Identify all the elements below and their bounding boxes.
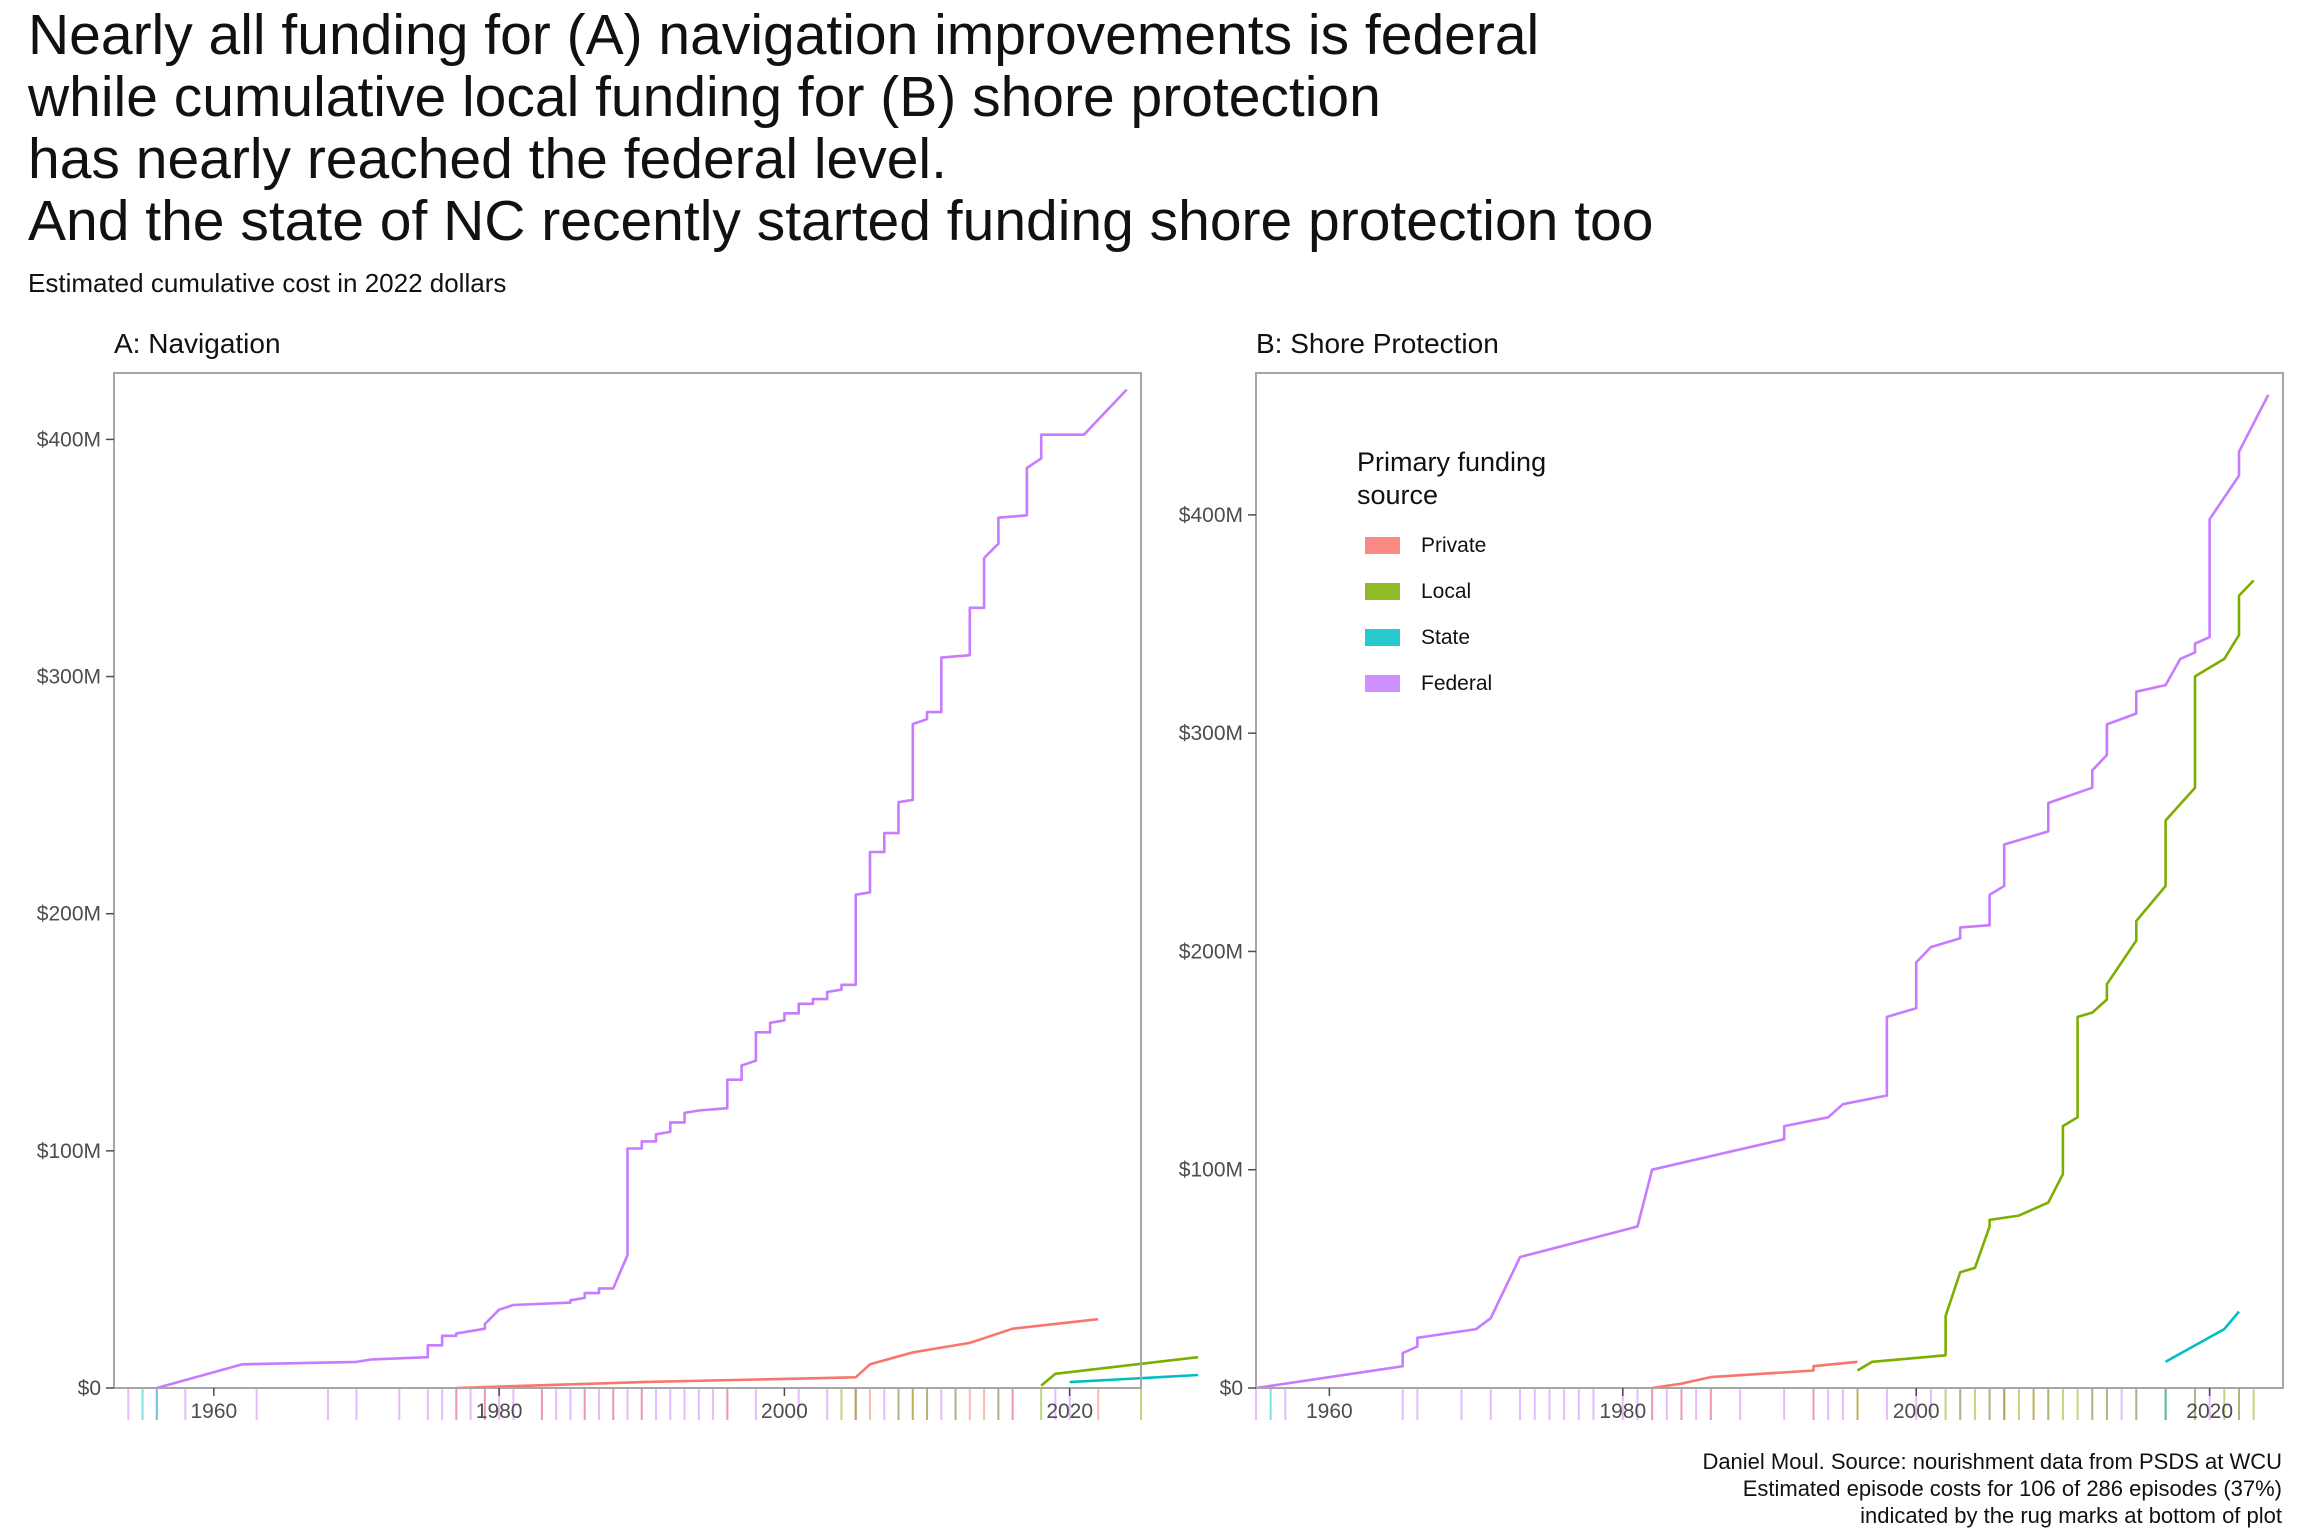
x-tick-label: 2000 <box>1893 1400 1940 1423</box>
y-tick-label: $400M <box>1179 504 1243 527</box>
legend-label: State <box>1421 626 1470 649</box>
caption-line: Daniel Moul. Source: nourishment data fr… <box>1702 1449 2282 1474</box>
series-line-federal <box>1255 394 2270 1390</box>
chart-caption: Daniel Moul. Source: nourishment data fr… <box>1702 1448 2282 1529</box>
rug-marks <box>127 1388 1142 1420</box>
title-line: while cumulative local funding for (B) s… <box>28 65 1381 129</box>
legend-key <box>1365 583 1400 600</box>
series-line-local <box>1856 579 2255 1372</box>
title-line: And the state of NC recently started fun… <box>28 189 1654 253</box>
series-line-state <box>1069 1373 1199 1384</box>
caption-line: Estimated episode costs for 106 of 286 e… <box>1742 1476 2282 1501</box>
y-tick-label: $300M <box>1179 722 1243 745</box>
series-line-private <box>1651 1360 1858 1390</box>
x-tick-label: 1980 <box>1599 1400 1646 1423</box>
legend-key <box>1365 675 1400 692</box>
y-tick-label: $200M <box>1179 940 1243 963</box>
chart-title: Nearly all funding for (A) navigation im… <box>28 4 2228 252</box>
x-tick-label: 1980 <box>476 1400 523 1423</box>
y-tick-label: $100M <box>1179 1159 1243 1182</box>
x-tick-label: 2020 <box>2186 1400 2233 1423</box>
legend-title: Primary funding <box>1357 447 1546 477</box>
legend-title: source <box>1357 480 1438 510</box>
x-tick-label: 2000 <box>761 1400 808 1423</box>
series-line-local <box>1040 1355 1199 1387</box>
y-tick-label: $0 <box>1220 1377 1243 1400</box>
series-line-state <box>2164 1310 2240 1363</box>
y-tick-label: $300M <box>37 666 101 689</box>
panel-title: A: Navigation <box>114 328 281 359</box>
legend-label: Local <box>1421 580 1471 603</box>
x-tick-label: 2020 <box>1046 1400 1093 1423</box>
panel-navigation: A: Navigation $0 $100M $200M $300M $400M 1960… <box>37 328 1199 1423</box>
panel-border <box>1255 372 2284 1389</box>
title-line: Nearly all funding for (A) navigation im… <box>28 3 1540 67</box>
x-tick-label: 1960 <box>190 1400 237 1423</box>
legend: Primary funding source Private Local State… <box>1357 447 1546 695</box>
y-tick-label: $100M <box>37 1140 101 1163</box>
legend-label: Private <box>1421 534 1486 557</box>
legend-label: Federal <box>1421 672 1492 695</box>
panel-shore-protection: B: Shore Protection $0 $100M $200M $300M $40… <box>1179 328 2284 1423</box>
y-tick-label: $400M <box>37 428 101 451</box>
panel-title: B: Shore Protection <box>1256 328 1499 359</box>
series-line-federal <box>156 388 1128 1390</box>
x-tick-label: 1960 <box>1306 1400 1353 1423</box>
legend-key <box>1365 537 1400 554</box>
rug-marks <box>1255 1388 2255 1420</box>
series-line-private <box>456 1317 1099 1390</box>
legend-key <box>1365 629 1400 646</box>
title-line: has nearly reached the federal level. <box>28 127 947 191</box>
caption-line: indicated by the rug marks at bottom of … <box>1860 1503 2282 1528</box>
chart-subtitle: Estimated cumulative cost in 2022 dollar… <box>28 268 507 298</box>
panel-border <box>113 372 1142 1389</box>
y-tick-label: $0 <box>78 1377 101 1400</box>
y-tick-label: $200M <box>37 903 101 926</box>
